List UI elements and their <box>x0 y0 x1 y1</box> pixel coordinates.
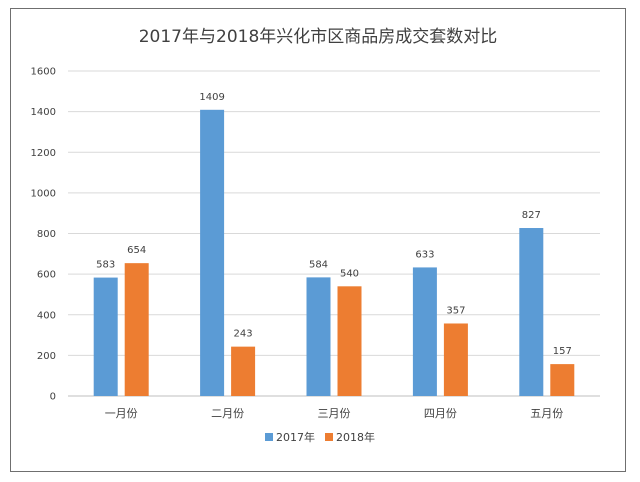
bar-series2 <box>124 263 149 396</box>
y-axis-ticks: 0 200 400 600 800 1000 1200 1400 1600 <box>31 67 56 403</box>
y-tick-label: 400 <box>37 310 56 321</box>
y-tick-label: 200 <box>37 351 56 362</box>
data-label: 243 <box>234 329 253 340</box>
data-label: 827 <box>522 210 541 221</box>
data-label: 1409 <box>199 92 224 103</box>
data-label: 654 <box>127 245 146 256</box>
x-category-label: 四月份 <box>424 407 457 420</box>
x-category-label: 三月份 <box>318 407 351 420</box>
data-label: 157 <box>553 346 572 357</box>
x-category-label: 一月份 <box>105 407 138 420</box>
data-label: 584 <box>309 259 328 270</box>
data-label: 540 <box>340 268 359 279</box>
y-tick-label: 1600 <box>31 67 56 78</box>
bar-series2 <box>550 364 575 396</box>
gridlines <box>68 70 600 397</box>
data-label: 633 <box>415 249 434 260</box>
bar-series1 <box>200 109 225 396</box>
y-tick-label: 800 <box>37 229 56 240</box>
chart-title: 2017年与2018年兴化市区商品房成交套数对比 <box>139 27 498 47</box>
bar-series2 <box>231 346 256 396</box>
y-tick-label: 1400 <box>31 107 56 118</box>
legend-swatch <box>265 433 273 441</box>
x-category-label: 二月份 <box>211 407 244 420</box>
x-axis-categories: 一月份 二月份 三月份 四月份 五月份 <box>105 407 564 420</box>
bars <box>93 109 575 396</box>
legend-swatch <box>325 433 333 441</box>
y-tick-label: 1200 <box>31 148 56 159</box>
bar-series2 <box>443 323 468 396</box>
bar-series1 <box>93 277 118 396</box>
data-label: 583 <box>96 260 115 271</box>
x-category-label: 五月份 <box>530 407 563 420</box>
y-tick-label: 600 <box>37 270 56 281</box>
data-labels: 583 654 1409 243 584 540 633 357 827 157 <box>96 92 572 357</box>
bar-series1 <box>519 228 544 396</box>
data-label: 357 <box>446 305 465 316</box>
legend: 2017年 2018年 <box>265 430 375 444</box>
y-tick-label: 0 <box>50 392 56 403</box>
y-tick-label: 1000 <box>31 188 56 199</box>
legend-label: 2017年 <box>276 430 315 444</box>
bar-series1 <box>412 267 437 396</box>
bar-series1 <box>306 277 331 396</box>
legend-label: 2018年 <box>336 430 375 444</box>
bar-series2 <box>337 286 362 396</box>
